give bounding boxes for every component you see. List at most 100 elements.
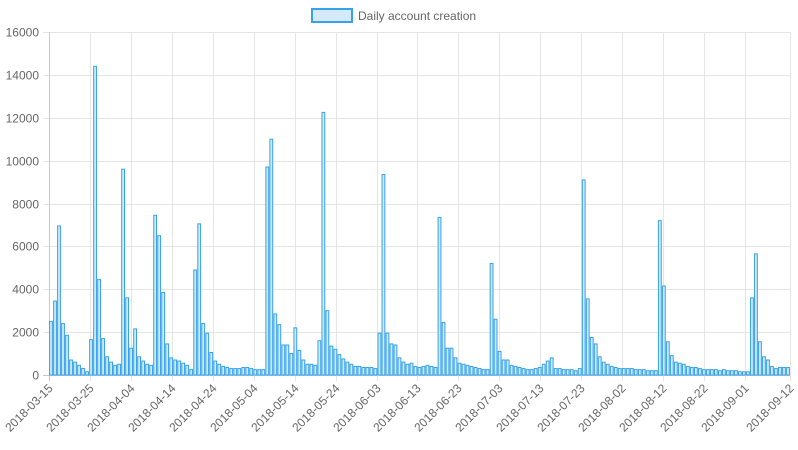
legend-swatch[interactable] bbox=[311, 8, 353, 23]
bar[interactable] bbox=[177, 360, 182, 376]
bar[interactable] bbox=[493, 318, 498, 376]
bar[interactable] bbox=[93, 65, 97, 376]
bar[interactable] bbox=[597, 356, 602, 376]
bar[interactable] bbox=[173, 359, 178, 376]
bar[interactable] bbox=[565, 369, 570, 376]
bar[interactable] bbox=[693, 367, 698, 376]
bar[interactable] bbox=[313, 364, 318, 376]
bar[interactable] bbox=[245, 367, 250, 376]
bar[interactable] bbox=[261, 369, 266, 376]
bar[interactable] bbox=[181, 362, 186, 376]
bar[interactable] bbox=[253, 369, 258, 376]
bar[interactable] bbox=[97, 279, 101, 376]
bar[interactable] bbox=[545, 360, 550, 376]
bar[interactable] bbox=[305, 363, 310, 376]
bar[interactable] bbox=[589, 336, 594, 376]
bar[interactable] bbox=[229, 368, 234, 376]
bar[interactable] bbox=[762, 356, 766, 376]
bar[interactable] bbox=[653, 370, 658, 376]
bar[interactable] bbox=[237, 368, 242, 376]
bar[interactable] bbox=[541, 363, 546, 376]
bar[interactable] bbox=[649, 370, 654, 376]
bar[interactable] bbox=[697, 368, 702, 376]
bar[interactable] bbox=[669, 355, 674, 376]
bar[interactable] bbox=[169, 357, 174, 376]
bar[interactable] bbox=[617, 368, 622, 376]
bar[interactable] bbox=[473, 367, 478, 376]
bar[interactable] bbox=[774, 368, 778, 376]
bar[interactable] bbox=[277, 324, 282, 376]
bar[interactable] bbox=[53, 300, 57, 376]
bar[interactable] bbox=[445, 347, 450, 376]
bar[interactable] bbox=[726, 370, 730, 376]
bar[interactable] bbox=[209, 351, 214, 376]
bar[interactable] bbox=[489, 263, 494, 376]
bar[interactable] bbox=[361, 367, 366, 376]
bar[interactable] bbox=[770, 365, 774, 376]
bar[interactable] bbox=[621, 368, 626, 376]
bar[interactable] bbox=[105, 356, 109, 376]
bar[interactable] bbox=[337, 354, 342, 376]
bar[interactable] bbox=[205, 332, 210, 376]
bar[interactable] bbox=[661, 285, 666, 376]
bar[interactable] bbox=[641, 369, 646, 376]
bar[interactable] bbox=[549, 357, 554, 376]
bar[interactable] bbox=[645, 370, 650, 376]
bar[interactable] bbox=[754, 253, 758, 376]
bar[interactable] bbox=[405, 363, 410, 376]
bar[interactable] bbox=[393, 344, 398, 376]
bar[interactable] bbox=[349, 363, 354, 376]
bar[interactable] bbox=[437, 216, 442, 376]
bar[interactable] bbox=[786, 367, 790, 376]
bar[interactable] bbox=[373, 368, 378, 376]
bar[interactable] bbox=[293, 327, 298, 376]
bar[interactable] bbox=[401, 361, 406, 376]
bar[interactable] bbox=[113, 364, 117, 376]
bar[interactable] bbox=[153, 214, 158, 376]
bar[interactable] bbox=[189, 369, 194, 376]
bar[interactable] bbox=[585, 298, 590, 376]
bar[interactable] bbox=[465, 364, 470, 376]
legend[interactable]: Daily account creation bbox=[311, 8, 476, 23]
bar[interactable] bbox=[685, 365, 690, 376]
bar[interactable] bbox=[389, 343, 394, 376]
bar[interactable] bbox=[477, 368, 482, 376]
bar[interactable] bbox=[77, 364, 81, 376]
bar[interactable] bbox=[673, 361, 678, 376]
bar[interactable] bbox=[453, 357, 458, 376]
bar[interactable] bbox=[269, 138, 274, 376]
bar[interactable] bbox=[517, 367, 522, 376]
bar[interactable] bbox=[778, 367, 782, 376]
bar[interactable] bbox=[309, 363, 314, 376]
bar[interactable] bbox=[397, 357, 402, 376]
bar[interactable] bbox=[481, 369, 486, 376]
bar[interactable] bbox=[782, 367, 786, 376]
bar[interactable] bbox=[441, 321, 446, 376]
bar[interactable] bbox=[637, 369, 642, 376]
bar[interactable] bbox=[738, 371, 742, 376]
bar[interactable] bbox=[429, 365, 434, 376]
bar[interactable] bbox=[65, 334, 69, 376]
bar[interactable] bbox=[121, 168, 125, 376]
bar[interactable] bbox=[81, 368, 85, 376]
bar[interactable] bbox=[501, 359, 506, 376]
bar[interactable] bbox=[657, 220, 662, 376]
bar[interactable] bbox=[249, 368, 254, 376]
bar[interactable] bbox=[625, 368, 630, 376]
bar[interactable] bbox=[325, 310, 330, 376]
bar[interactable] bbox=[409, 362, 414, 376]
bar[interactable] bbox=[529, 369, 534, 376]
bar[interactable] bbox=[581, 179, 586, 376]
bar[interactable] bbox=[125, 297, 129, 376]
bar[interactable] bbox=[201, 323, 206, 376]
bar[interactable] bbox=[758, 341, 762, 376]
bar[interactable] bbox=[633, 369, 638, 376]
bar[interactable] bbox=[533, 368, 538, 376]
bar[interactable] bbox=[385, 332, 390, 376]
bar[interactable] bbox=[197, 223, 202, 376]
bar[interactable] bbox=[257, 369, 262, 376]
bar[interactable] bbox=[593, 343, 598, 376]
bar[interactable] bbox=[365, 367, 370, 376]
bar[interactable] bbox=[609, 365, 614, 376]
bar[interactable] bbox=[525, 369, 530, 376]
